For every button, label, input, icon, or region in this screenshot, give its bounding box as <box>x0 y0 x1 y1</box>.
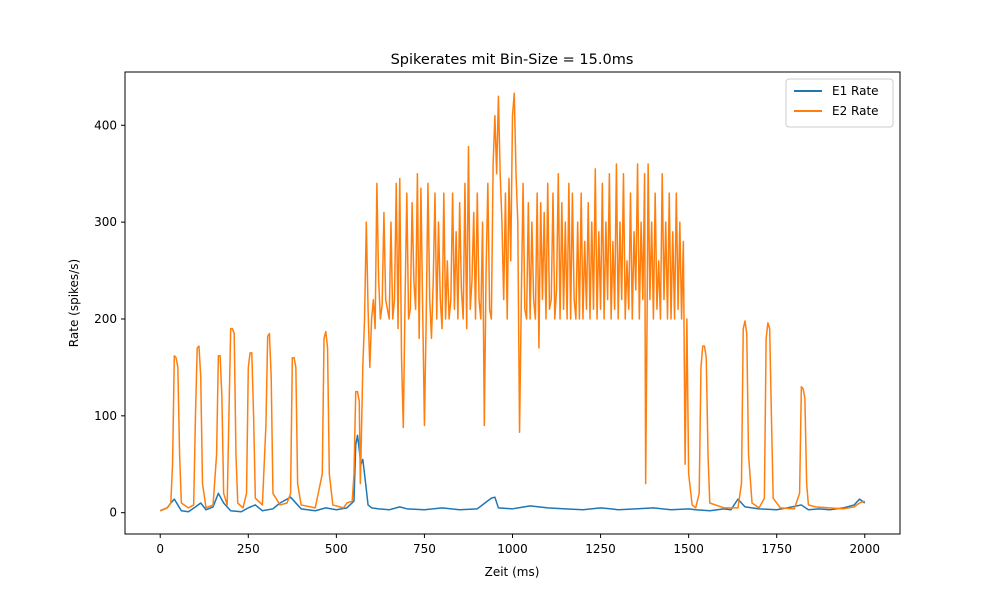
legend-label-e2-rate: E2 Rate <box>832 104 879 118</box>
x-tick-label: 500 <box>325 542 348 556</box>
legend-label-e1-rate: E1 Rate <box>832 84 879 98</box>
x-tick-label: 0 <box>156 542 164 556</box>
y-tick-label: 200 <box>94 312 117 326</box>
y-tick-label: 100 <box>94 409 117 423</box>
chart-title: Spikerates mit Bin-Size = 15.0ms <box>391 52 634 68</box>
x-tick-label: 750 <box>413 542 436 556</box>
y-tick-label: 300 <box>94 215 117 229</box>
x-tick-label: 1500 <box>673 542 704 556</box>
y-axis: 0 100 200 300 400 <box>94 118 125 520</box>
x-tick-label: 1250 <box>585 542 616 556</box>
legend: E1 Rate E2 Rate <box>785 78 894 128</box>
series-line-e2-rate <box>159 92 866 512</box>
x-axis-label: Zeit (ms) <box>485 565 540 579</box>
x-tick-label: 250 <box>237 542 260 556</box>
y-tick-label: 0 <box>109 506 117 520</box>
x-axis: 0 250 500 750 1000 1250 1500 1750 2000 <box>156 534 880 556</box>
y-tick-label: 400 <box>94 118 117 132</box>
x-tick-label: 1750 <box>761 542 792 556</box>
x-tick-label: 2000 <box>849 542 880 556</box>
x-tick-label: 1000 <box>497 542 528 556</box>
y-axis-label: Rate (spikes/s) <box>67 259 81 347</box>
plot-area <box>159 92 866 513</box>
